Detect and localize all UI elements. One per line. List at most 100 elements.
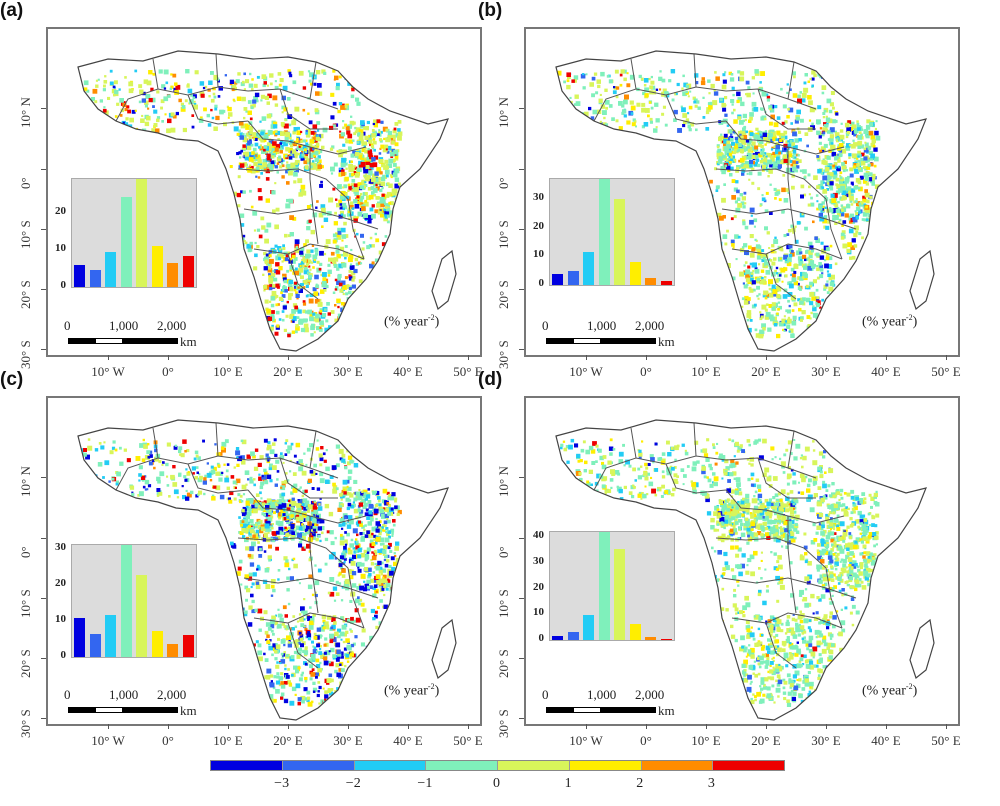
lon-label: 40° E [871, 733, 901, 748]
scale-bar-unit: km [658, 703, 675, 718]
colorbar-tick-label: 0 [493, 776, 500, 791]
lon-label: 30° E [333, 733, 363, 748]
scale-bar-unit: km [180, 703, 197, 718]
lon-tick [168, 355, 169, 360]
units-text: (% year [384, 683, 428, 699]
lon-label: 10° W [569, 364, 603, 379]
country-border [825, 567, 843, 629]
lon-label: 20° E [273, 364, 303, 379]
lon-label: 30° E [811, 364, 841, 379]
lon-tick [646, 355, 647, 360]
country-border [725, 489, 845, 524]
histogram-inset [71, 544, 197, 658]
lon-tick [826, 724, 827, 729]
country-border [757, 88, 816, 130]
lat-tick [519, 718, 524, 719]
lat-label: 30° S [18, 709, 33, 738]
lon-tick [946, 355, 947, 360]
colorbar-segment [282, 761, 355, 770]
units-close: ) [912, 683, 918, 699]
country-border [787, 547, 797, 614]
colorbar-segment [426, 761, 498, 770]
scale-bar-label: 0 [542, 318, 549, 333]
colorbar-segment [713, 761, 784, 770]
histogram-bar [645, 637, 657, 640]
units-close: ) [434, 314, 440, 330]
country-border [287, 622, 319, 669]
lon-tick [946, 724, 947, 729]
lat-label: 10° N [18, 97, 33, 128]
lat-tick [519, 289, 524, 290]
lat-label: 10° S [496, 220, 511, 249]
lon-label: 50° E [453, 733, 483, 748]
country-border [347, 198, 365, 260]
lon-label: 30° E [333, 364, 363, 379]
histogram-bar [120, 545, 132, 657]
histogram-ytick-label: 30 [55, 540, 66, 553]
panel-label: (a) [0, 0, 24, 21]
histogram-bar [583, 252, 595, 285]
histogram-bar [105, 252, 117, 287]
country-border [309, 178, 319, 245]
lon-tick [766, 724, 767, 729]
lon-label: 0° [640, 733, 652, 748]
panel-b: (b) 10° N 0° 10° S 20° S 30° S 10° W 0° 10° E 20°… [478, 0, 961, 379]
lat-label: 20° S [496, 649, 511, 678]
country-border [215, 53, 219, 88]
histogram-bar [583, 615, 595, 640]
lat-tick [519, 598, 524, 599]
country-border [247, 457, 339, 479]
lon-label: 20° E [751, 364, 781, 379]
units-label: (% year-2) [384, 682, 439, 700]
map-frame [46, 396, 482, 726]
colorbar-segment [641, 761, 714, 770]
country-border [757, 457, 816, 499]
country-border [115, 455, 249, 491]
lon-tick [706, 355, 707, 360]
country-border [253, 612, 365, 629]
scale-bar-label: 1,000 [587, 318, 617, 333]
histogram-ytick-label: 40 [533, 529, 544, 542]
lon-tick [586, 355, 587, 360]
lat-label: 10° N [496, 466, 511, 497]
scale-bar-segment [546, 338, 574, 344]
histogram-bar [74, 617, 86, 657]
histogram-ytick-label: 20 [55, 204, 66, 217]
scale-bar-segment [68, 338, 96, 344]
lat-label: 10° S [18, 589, 33, 618]
lon-tick [886, 355, 887, 360]
scale-bar-unit: km [180, 334, 197, 349]
lon-tick [468, 355, 469, 360]
lon-label: 10° E [691, 733, 721, 748]
lat-tick [41, 289, 46, 290]
histogram-ytick-label: 20 [55, 576, 66, 589]
lon-label: 50° E [931, 364, 961, 379]
scale-bar-segment [600, 707, 656, 713]
madagascar-outline [431, 618, 457, 680]
histogram-bar [660, 280, 672, 285]
lat-label: 10° N [496, 97, 511, 128]
units-label: (% year-2) [384, 313, 439, 331]
lat-tick [519, 658, 524, 659]
histogram-bar [120, 196, 132, 287]
lon-label: 10° W [569, 733, 603, 748]
africa-map [77, 50, 457, 352]
colorbar-tick-label: 3 [707, 776, 715, 791]
colorbar-tick-label: 2 [636, 776, 644, 791]
country-border [187, 463, 249, 494]
continent-land [78, 51, 448, 351]
africa-map [555, 419, 935, 721]
panel-label: (c) [0, 369, 24, 390]
histogram-bar [151, 630, 163, 657]
country-border [115, 86, 249, 122]
madagascar-outline [909, 618, 935, 680]
panel-c: (c) 10° N 0° 10° S 20° S 30° S 10° W 0° 10° E 20°… [0, 369, 483, 748]
africa-map [77, 419, 457, 721]
colorbar-segment [569, 761, 642, 770]
units-text: (% year [862, 683, 906, 699]
scale-bar-segment [68, 707, 96, 713]
histogram-bar [629, 262, 641, 285]
trend-pixels [556, 69, 881, 339]
lon-tick [766, 355, 767, 360]
country-border [715, 168, 827, 200]
